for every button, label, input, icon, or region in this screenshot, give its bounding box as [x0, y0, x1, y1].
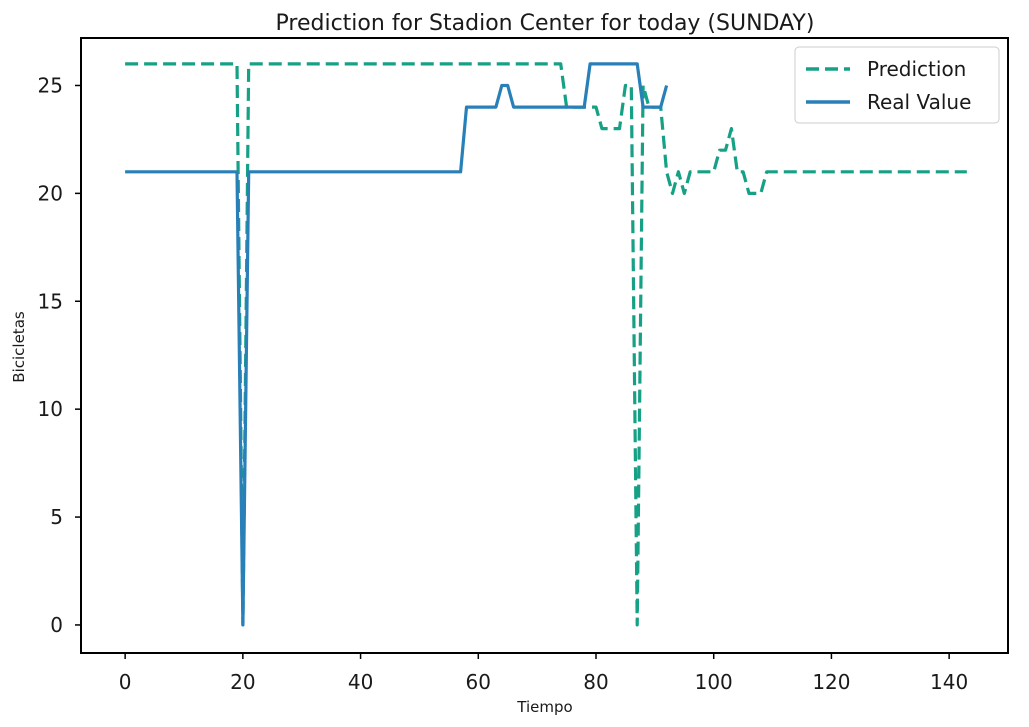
x-tick-label: 100: [695, 670, 733, 694]
plot-frame: [80, 37, 1009, 654]
x-tick-label: 40: [348, 670, 373, 694]
y-tick-label: 15: [38, 289, 63, 313]
chart-title: Prediction for Stadion Center for today …: [276, 11, 815, 36]
legend: Prediction Real Value: [794, 46, 1000, 124]
series-lines: [125, 62, 967, 627]
x-tick-label: 120: [812, 670, 850, 694]
y-tick-label: 0: [50, 613, 63, 637]
x-tick-label: 80: [583, 670, 608, 694]
y-tick-label: 20: [38, 181, 63, 205]
x-ticks: 0 20 40 60 80 100 120 140: [119, 653, 968, 694]
x-tick-label: 60: [466, 670, 491, 694]
legend-box: [794, 46, 1000, 124]
legend-label-real-value: Real Value: [867, 90, 971, 114]
x-tick-label: 20: [230, 670, 255, 694]
x-tick-label: 0: [119, 670, 132, 694]
x-tick-label: 140: [930, 670, 968, 694]
y-axis-label: Bicicletas: [10, 311, 28, 383]
x-axis-label: Tiempo: [516, 698, 572, 716]
y-tick-label: 25: [38, 73, 63, 97]
legend-label-prediction: Prediction: [867, 57, 966, 81]
series-line-real-value: [125, 62, 669, 627]
y-ticks: 0 5 10 15 20 25: [38, 73, 81, 637]
y-tick-label: 10: [38, 397, 63, 421]
y-tick-label: 5: [50, 505, 63, 529]
